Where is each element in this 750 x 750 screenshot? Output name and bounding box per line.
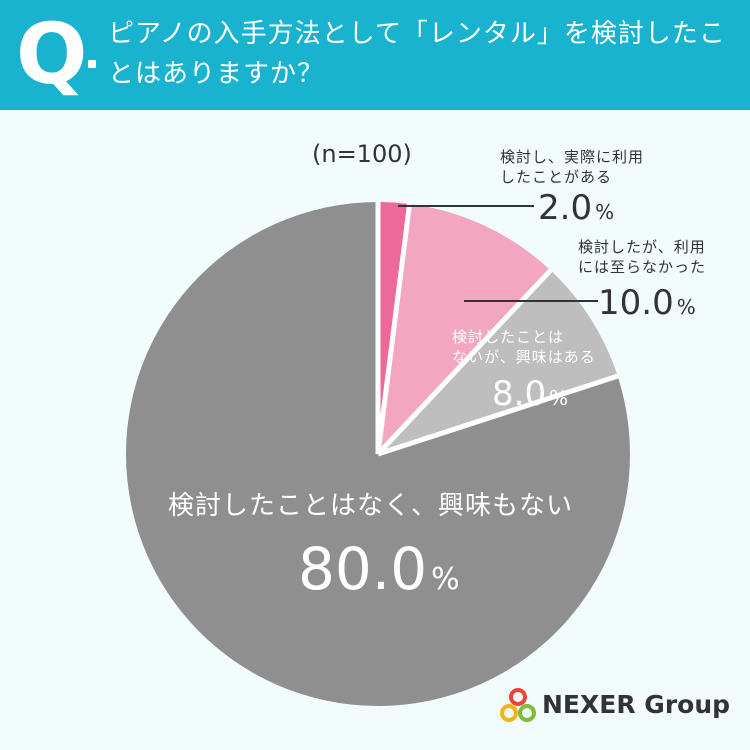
slice-label-used-line1: 検討し、実際に利用 (500, 148, 645, 166)
slice-considered (378, 203, 551, 454)
slice-label-considered-line1: 検討したが、利用 (578, 238, 706, 256)
slice-label-considered-line2: には至らなかった (578, 257, 707, 276)
question-text: ピアノの入手方法として「レンタル」を検討したことはありますか？ (108, 19, 726, 89)
slice-separator-1 (375, 203, 413, 455)
slice-value-considered-percent: % (676, 295, 696, 319)
slice-value-none: 80.0% (298, 532, 460, 607)
slice-value-none-number: 80.0 (298, 535, 428, 603)
nexer-rings-logo-icon (500, 688, 536, 722)
slice-label-considered: 検討したが、利用 には至らなかった (578, 238, 706, 277)
slice-interested (378, 270, 618, 454)
slice-label-none: 検討したことはなく、興味もない (168, 491, 574, 521)
nexer-logo: NEXER Group (498, 686, 731, 726)
slice-separator-3 (377, 373, 619, 457)
question-header: Q ピアノの入手方法として「レンタル」を検討したことはありますか？ (0, 0, 750, 110)
slice-value-none-percent: % (431, 562, 460, 597)
slice-label-used: 検討し、実際に利用 したことがある (500, 148, 644, 187)
slice-value-considered-number: 10.0 (598, 283, 674, 323)
q-mark: Q (16, 5, 88, 103)
slice-value-used: 2.0% (538, 186, 614, 230)
slice-value-considered: 10.0% (598, 281, 696, 325)
slice-value-interested-percent: % (549, 386, 569, 410)
slice-label-interested-line2: ないが、興味はある (452, 347, 596, 366)
brand-name: NEXER Group (542, 690, 731, 719)
slice-value-interested-number: 8.0 (492, 374, 547, 414)
slice-label-interested: 検討したことは ないが、興味はある (452, 328, 596, 367)
slice-value-used-percent: % (595, 200, 615, 224)
sample-size: (n=100) (312, 140, 412, 168)
slice-value-used-number: 2.0 (538, 188, 593, 228)
q-dot (88, 60, 96, 68)
slice-value-interested: 8.0% (492, 372, 568, 416)
slice-label-interested-line1: 検討したことは (452, 328, 565, 346)
slice-label-used-line2: したことがある (500, 167, 613, 186)
